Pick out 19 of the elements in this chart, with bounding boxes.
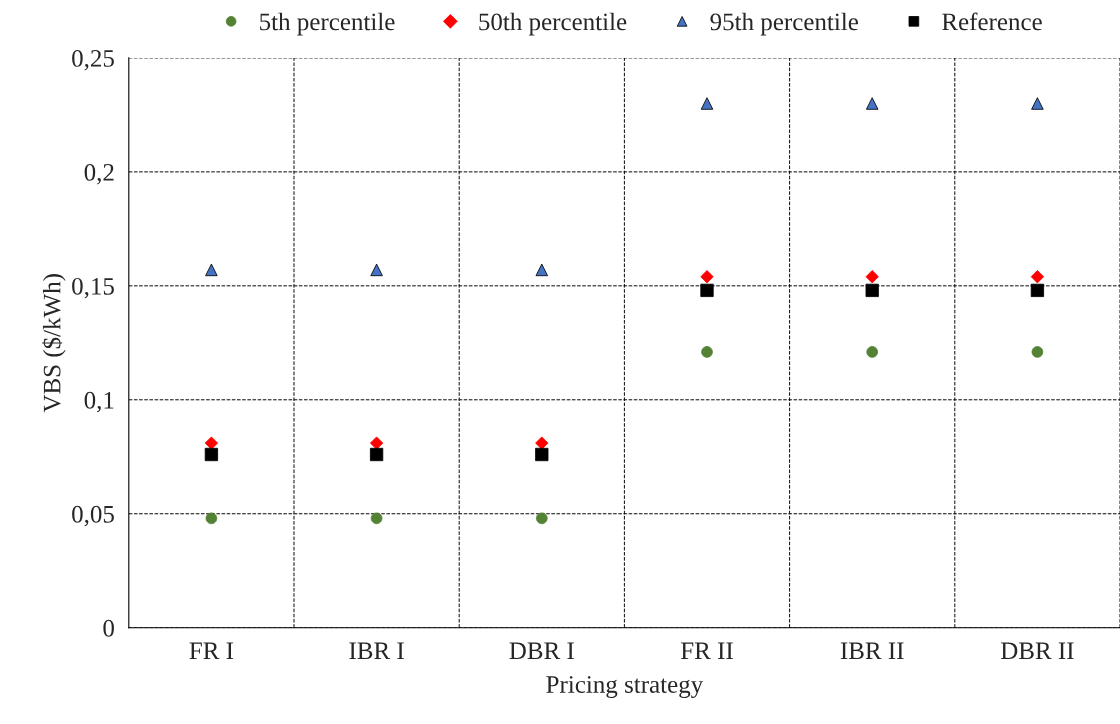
legend-label: 95th percentile xyxy=(710,12,858,36)
x-tick-label: DBR II xyxy=(1000,642,1074,660)
y-tick-label: 0,05 xyxy=(72,505,114,527)
x-tick-label: FR I xyxy=(189,642,234,659)
legend-label: Reference xyxy=(942,12,1042,31)
y-axis-title: VBS ($/kWh) xyxy=(42,274,66,413)
x-axis-title: Pricing strategy xyxy=(546,676,704,699)
x-tick-label: IBR II xyxy=(840,642,904,660)
x-tick-label: FR II xyxy=(680,642,733,659)
y-tick-label: 0,25 xyxy=(72,49,114,71)
x-tick-label: DBR I xyxy=(509,642,574,660)
y-tick-label: 0,1 xyxy=(84,391,114,413)
point xyxy=(204,447,219,462)
legend-label: 50th percentile xyxy=(479,12,627,36)
legend-label: 5th percentile xyxy=(260,12,395,36)
y-tick-label: 0 xyxy=(103,619,114,637)
y-tick-label: 0,15 xyxy=(72,277,114,299)
x-tick-label: IBR I xyxy=(349,642,404,660)
y-tick-label: 0,2 xyxy=(84,163,114,185)
